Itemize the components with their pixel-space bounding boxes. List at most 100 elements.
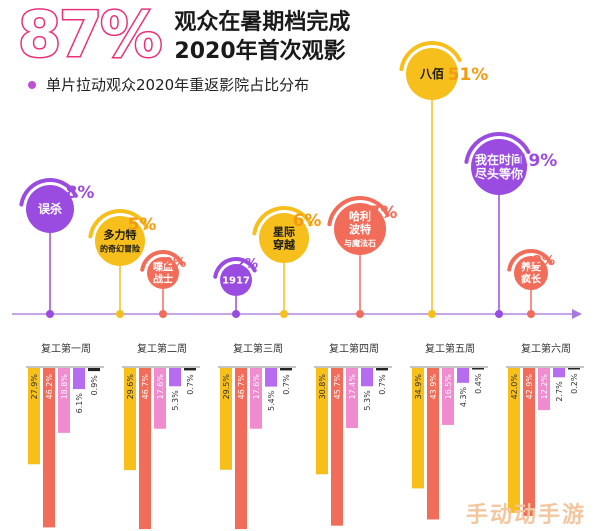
film-pct-label: 5% (128, 215, 157, 235)
bar (346, 368, 358, 429)
film-pct-label: 2% (236, 257, 258, 272)
film-timeline-dot (46, 310, 54, 318)
bar-value-label: 29.5% (222, 374, 231, 400)
film-pct-label: 2% (533, 254, 555, 269)
headline-line-1: 观众在暑期档完成 (174, 10, 351, 35)
week-label: 复工第一周 (41, 342, 91, 355)
bar-value-label: 0.9% (90, 375, 99, 396)
bar-value-label: 4.3% (459, 386, 468, 407)
film-timeline-dot (280, 310, 288, 318)
film-arc (213, 257, 257, 279)
bar (235, 368, 247, 530)
film-arc (399, 41, 462, 72)
film-bubble (471, 139, 527, 195)
film-arc (19, 178, 78, 207)
bar-value-label: 42.0% (510, 374, 519, 400)
bar-value-label: 42.9% (525, 374, 534, 400)
bar-value-label: 12.2% (540, 374, 549, 400)
film-name-label: 多力特 (104, 227, 137, 241)
bar-value-label: 6.1% (75, 393, 84, 414)
film-pct-label: 7% (369, 203, 398, 223)
bar (508, 368, 520, 513)
film-name-label: 与魔法石 (344, 238, 376, 248)
bar-value-label: 27.9% (30, 374, 39, 400)
bar (43, 368, 55, 528)
film-timeline-dot (495, 310, 503, 318)
bar (265, 368, 277, 387)
bar (169, 368, 181, 387)
film-bubble (147, 257, 179, 289)
headline-line-2: 2020年首次观影 (174, 39, 346, 64)
bar (58, 368, 70, 433)
bar (568, 368, 580, 370)
bar-value-label: 5.3% (363, 390, 372, 411)
film-arc (140, 250, 184, 272)
bar-value-label: 45.7% (333, 374, 342, 400)
watermark: 手动动手游 (465, 503, 586, 528)
film-name-label: 波特 (349, 222, 371, 236)
bar-value-label: 29.6% (126, 374, 135, 400)
bar (250, 368, 262, 429)
bar-value-label: 34.9% (414, 374, 423, 400)
bar-value-label: 18.8% (60, 374, 69, 400)
bar (472, 368, 484, 370)
bar-value-label: 17.6% (252, 374, 261, 400)
film-pct-label: 19% (517, 151, 558, 171)
bar-value-label: 17.4% (348, 374, 357, 400)
film-bubble (220, 264, 252, 296)
bar (553, 368, 565, 378)
bar-value-label: 46.7% (237, 374, 246, 400)
timeline-arrow-icon (572, 309, 582, 319)
film-bubble (514, 256, 548, 290)
film-pct-label: 8% (66, 183, 95, 203)
bullet-dot-icon (28, 80, 36, 89)
film-bubble (259, 213, 309, 263)
bar (88, 368, 100, 372)
bar (361, 368, 373, 387)
bar (73, 368, 85, 390)
film-name-label: 穿越 (273, 237, 296, 251)
subtitle: 单片拉动观众2020年重返影院占比分布 (28, 74, 309, 95)
bar-value-label: 46.2% (45, 374, 54, 400)
bar (124, 368, 136, 471)
bar-value-label: 0.2% (570, 373, 579, 394)
bar-value-label: 2.7% (555, 381, 564, 402)
film-name-label: 尽头等你 (475, 166, 523, 181)
bar-value-label: 43.9% (429, 374, 438, 400)
film-name-label: 疯长 (521, 273, 542, 286)
bar-value-label: 0.7% (378, 374, 387, 395)
film-bubble (406, 48, 458, 100)
headline-title: 观众在暑期档完成 2020年首次观影 (174, 8, 350, 66)
bar (376, 368, 388, 371)
film-bubble (334, 203, 386, 255)
film-name-label: 喋血 (153, 261, 173, 274)
bar-value-label: 0.7% (282, 374, 291, 395)
week-label: 复工第四周 (329, 342, 379, 355)
film-pct-label: 2% (164, 256, 186, 271)
bar (280, 368, 292, 371)
film-name-label: 1917 (222, 276, 250, 287)
week-label: 复工第五周 (425, 342, 475, 355)
bar (442, 368, 454, 425)
bar (220, 368, 232, 470)
film-name-label: 我在时间 (475, 152, 523, 167)
film-timeline-dot (232, 310, 240, 318)
bar (184, 368, 196, 371)
headline: 87% 观众在暑期档完成 2020年首次观影 (16, 0, 350, 69)
film-arc (88, 209, 149, 239)
film-timeline-dot (428, 310, 436, 318)
week-label: 复工第三周 (233, 342, 283, 355)
bar (427, 368, 439, 520)
bar-value-label: 0.7% (186, 374, 195, 395)
film-arc (252, 206, 313, 236)
film-name-label: 误杀 (38, 201, 62, 216)
bar (316, 368, 328, 475)
week-label: 复工第六周 (521, 342, 571, 355)
film-name-label: 八佰 (419, 66, 444, 81)
bar (154, 368, 166, 429)
bar-value-label: 5.3% (171, 390, 180, 411)
film-name-label: 养麦 (520, 261, 542, 274)
film-timeline-dot (356, 310, 364, 318)
bar-value-label: 0.4% (474, 373, 483, 394)
